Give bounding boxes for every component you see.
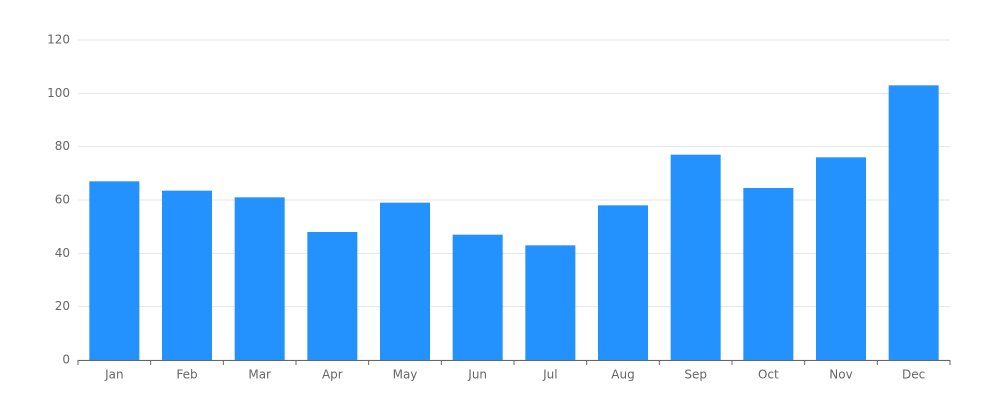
x-tick-label: Aug — [611, 368, 634, 382]
bar — [888, 85, 939, 360]
bar — [307, 232, 358, 360]
bar — [816, 157, 866, 360]
bar — [452, 234, 503, 360]
x-tick-label: Dec — [902, 368, 925, 382]
y-tick-label: 0 — [62, 353, 70, 367]
x-tick-label: May — [393, 368, 418, 382]
bar — [234, 197, 285, 360]
x-tick-label: Oct — [758, 368, 779, 382]
y-tick-label: 120 — [47, 33, 70, 47]
x-tick-label: Jun — [467, 368, 487, 382]
bar — [670, 154, 721, 360]
x-tick-label: Jul — [542, 368, 557, 382]
x-tick-label: Apr — [322, 368, 343, 382]
x-tick-label: Nov — [829, 368, 852, 382]
x-tick-label: Jan — [104, 368, 124, 382]
bar — [743, 188, 794, 360]
y-tick-label: 100 — [47, 86, 70, 100]
x-tick-label: Feb — [176, 368, 197, 382]
x-tick-label: Mar — [248, 368, 271, 382]
y-tick-label: 40 — [55, 246, 70, 260]
y-tick-label: 80 — [55, 139, 70, 153]
bar — [380, 202, 430, 360]
bar — [89, 181, 140, 360]
bar — [162, 190, 212, 360]
x-tick-label: Sep — [684, 368, 707, 382]
y-tick-label: 60 — [55, 193, 70, 207]
bar — [525, 245, 576, 360]
bar — [598, 205, 648, 360]
y-tick-label: 20 — [55, 299, 70, 313]
